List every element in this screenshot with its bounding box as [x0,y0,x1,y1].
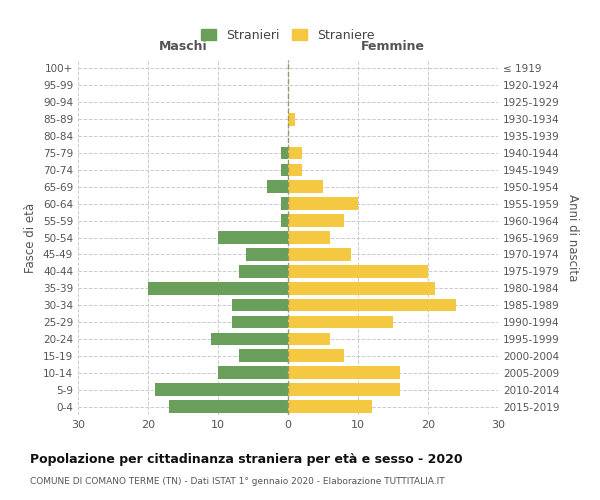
Y-axis label: Anni di nascita: Anni di nascita [566,194,579,281]
Bar [288,299,456,312]
Bar [288,248,351,260]
Bar [288,146,302,160]
Bar [281,214,288,227]
Text: COMUNE DI COMANO TERME (TN) - Dati ISTAT 1° gennaio 2020 - Elaborazione TUTTITAL: COMUNE DI COMANO TERME (TN) - Dati ISTAT… [30,478,445,486]
Text: Maschi: Maschi [158,40,208,53]
Bar [288,400,372,413]
Bar [246,248,288,260]
Bar [288,265,428,278]
Bar [288,231,330,244]
Bar [288,113,295,126]
Bar [281,146,288,160]
Bar [288,384,400,396]
Bar [211,332,288,345]
Bar [288,164,302,176]
Bar [288,214,344,227]
Bar [239,350,288,362]
Bar [169,400,288,413]
Bar [267,180,288,193]
Bar [239,265,288,278]
Text: Popolazione per cittadinanza straniera per età e sesso - 2020: Popolazione per cittadinanza straniera p… [30,452,463,466]
Bar [155,384,288,396]
Bar [288,282,435,294]
Bar [232,299,288,312]
Bar [232,316,288,328]
Bar [288,180,323,193]
Bar [288,198,358,210]
Bar [218,231,288,244]
Text: Femmine: Femmine [361,40,425,53]
Bar [148,282,288,294]
Bar [288,350,344,362]
Bar [281,198,288,210]
Bar [288,332,330,345]
Legend: Stranieri, Straniere: Stranieri, Straniere [196,24,380,46]
Bar [288,366,400,379]
Bar [288,316,393,328]
Bar [281,164,288,176]
Bar [218,366,288,379]
Y-axis label: Fasce di età: Fasce di età [25,202,37,272]
